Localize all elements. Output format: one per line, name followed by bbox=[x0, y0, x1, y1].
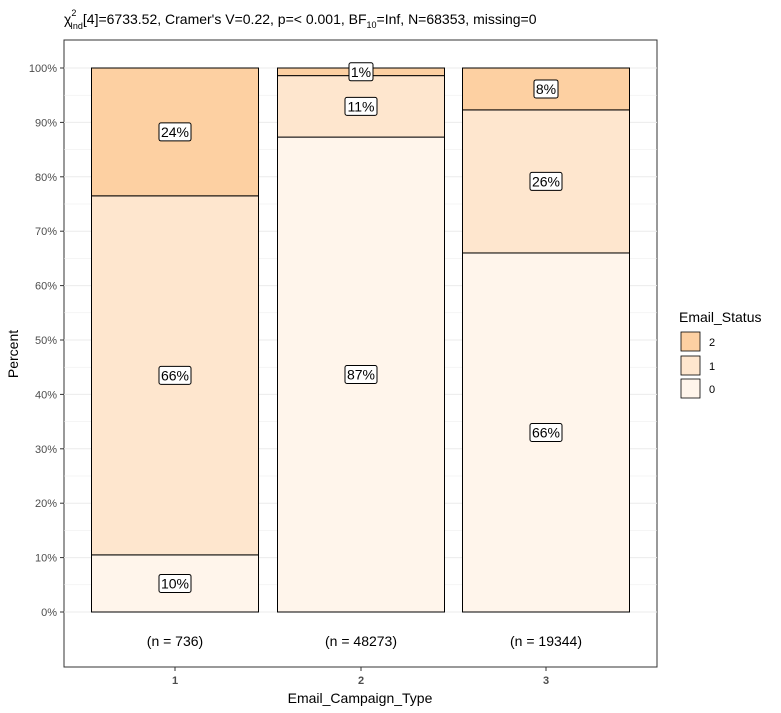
x-tick-label: 1 bbox=[172, 675, 178, 687]
title-bf-sub: 10 bbox=[367, 20, 377, 30]
data-label: 66% bbox=[161, 367, 189, 383]
y-tick-label: 10% bbox=[35, 553, 57, 565]
data-label-box bbox=[158, 365, 192, 385]
data-label-box bbox=[529, 422, 563, 442]
y-tick-label: 70% bbox=[35, 226, 57, 238]
y-tick-label: 40% bbox=[35, 389, 57, 401]
y-tick-label: 50% bbox=[35, 335, 57, 347]
data-label-box bbox=[529, 171, 563, 191]
data-label: 11% bbox=[348, 98, 375, 114]
data-label-box bbox=[348, 62, 374, 82]
legend-label: 0 bbox=[709, 384, 715, 396]
data-label-box bbox=[344, 96, 378, 116]
x-axis: 1 2 3 bbox=[172, 667, 549, 687]
chart-title: χ2 Ind[4]=6733.52, Cramer's V=0.22, p=< 0… bbox=[64, 8, 537, 31]
y-axis: 0% 10% 20% 30% 40% 50% 60% 70% 80% 90% 100% bbox=[29, 63, 64, 619]
legend-label: 1 bbox=[709, 361, 715, 373]
title-chi: χ bbox=[64, 11, 72, 27]
y-tick-label: 90% bbox=[35, 117, 57, 129]
y-axis-title: Percent bbox=[5, 330, 21, 378]
sample-size-label: (n = 48273) bbox=[325, 633, 397, 649]
title-rest-1: [4]=6733.52, Cramer's V=0.22, p=< 0.001,… bbox=[83, 11, 367, 27]
sample-size-label: (n = 19344) bbox=[510, 633, 582, 649]
title-sup: 2 bbox=[71, 8, 76, 18]
legend: Email_Status 2 1 0 bbox=[679, 309, 761, 399]
legend-key-2 bbox=[680, 331, 701, 352]
y-tick-label: 20% bbox=[35, 498, 57, 510]
data-label-box bbox=[158, 122, 192, 142]
legend-title: Email_Status bbox=[679, 309, 761, 325]
data-label: 66% bbox=[532, 424, 560, 440]
data-label: 26% bbox=[532, 173, 560, 189]
data-label: 24% bbox=[161, 124, 189, 140]
data-label-box bbox=[344, 365, 378, 385]
legend-label: 2 bbox=[709, 337, 715, 349]
title-rest-2: =Inf, N=68353, missing=0 bbox=[377, 11, 537, 27]
data-label: 8% bbox=[536, 81, 556, 97]
y-tick-label: 60% bbox=[35, 281, 57, 293]
x-tick-label: 2 bbox=[358, 675, 364, 687]
data-label-box bbox=[158, 573, 192, 593]
sample-size-label: (n = 736) bbox=[147, 633, 203, 649]
y-tick-label: 100% bbox=[29, 63, 57, 75]
bars-layer bbox=[91, 67, 630, 613]
y-tick-label: 0% bbox=[41, 607, 57, 619]
data-label: 1% bbox=[351, 64, 371, 80]
y-tick-label: 30% bbox=[35, 444, 57, 456]
x-tick-label: 3 bbox=[543, 675, 549, 687]
legend-key-0 bbox=[680, 378, 701, 399]
data-label: 10% bbox=[161, 575, 189, 591]
data-labels-layer: 10% 66% 24% (n = 736) 87% 11% 1% (n = 48273) 66%… bbox=[147, 62, 582, 649]
title-sub: Ind bbox=[70, 21, 83, 31]
x-axis-title: Email_Campaign_Type bbox=[288, 690, 433, 706]
data-label-box bbox=[533, 79, 559, 99]
data-label: 87% bbox=[347, 367, 375, 383]
y-tick-label: 80% bbox=[35, 172, 57, 184]
legend-key-1 bbox=[680, 355, 701, 376]
